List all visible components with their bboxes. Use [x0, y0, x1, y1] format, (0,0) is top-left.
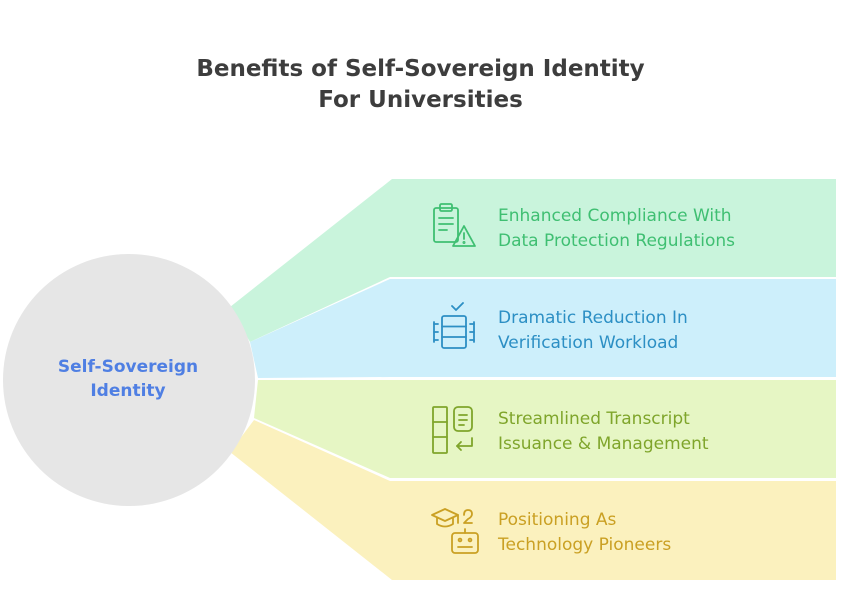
band-transcript: [254, 380, 836, 478]
benefit-pioneers-line-1: Positioning As: [498, 510, 617, 530]
center-circle: [3, 254, 255, 506]
benefit-transcript: Streamlined Transcript Issuance & Manage…: [498, 407, 709, 457]
benefit-verification-line-2: Verification Workload: [498, 333, 679, 353]
band-verification: [250, 279, 836, 378]
benefit-compliance-line-1: Enhanced Compliance With: [498, 206, 732, 226]
center-label-line-2: Identity: [90, 381, 166, 401]
benefit-pioneers-line-2: Technology Pioneers: [498, 535, 672, 555]
reduced-stack-icon: [433, 302, 475, 349]
center-label: Self-Sovereign Identity: [28, 355, 228, 403]
benefit-compliance-line-2: Data Protection Regulations: [498, 231, 736, 251]
benefit-transcript-line-1: Streamlined Transcript: [498, 409, 690, 429]
band-pioneers: [230, 420, 836, 580]
benefit-transcript-line-2: Issuance & Management: [498, 434, 709, 454]
benefit-verification: Dramatic Reduction In Verification Workl…: [498, 306, 688, 356]
compliance-clipboard-warning-icon: [433, 203, 476, 247]
benefit-compliance: Enhanced Compliance With Data Protection…: [498, 204, 735, 254]
transcript-document-icon: [432, 406, 473, 454]
graduation-robot-icon: [431, 508, 479, 554]
benefit-verification-line-1: Dramatic Reduction In: [498, 308, 688, 328]
band-compliance: [230, 179, 836, 342]
page-title: Benefits of Self-Sovereign Identity For …: [0, 54, 841, 116]
title-line-1: Benefits of Self-Sovereign Identity: [196, 56, 645, 82]
title-line-2: For Universities: [318, 87, 523, 113]
center-label-line-1: Self-Sovereign: [57, 357, 199, 377]
benefit-pioneers: Positioning As Technology Pioneers: [498, 508, 671, 558]
